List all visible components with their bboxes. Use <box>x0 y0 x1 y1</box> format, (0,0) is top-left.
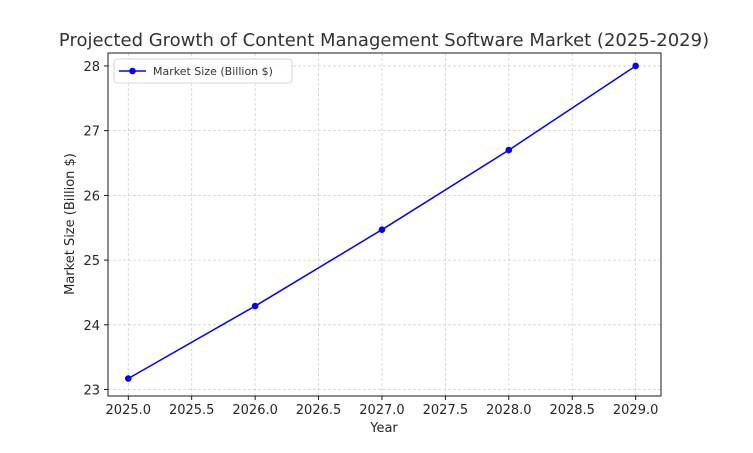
y-tick-label: 23 <box>83 384 100 399</box>
series-line <box>127 65 637 380</box>
x-axis-ticks: 2025.0 2025.5 2026.0 2026.5 2027.0 2027.5 2028… <box>106 396 659 418</box>
x-tick-label: 2027.5 <box>423 403 469 418</box>
x-tick-label: 2025.5 <box>169 403 215 418</box>
series-layer <box>124 62 639 382</box>
grid <box>108 53 661 396</box>
x-tick-label: 2027.0 <box>359 403 405 418</box>
y-axis-label: Market Size (Billion $) <box>63 153 78 295</box>
data-point <box>632 62 639 70</box>
x-axis-label: Year <box>369 421 398 436</box>
data-point <box>378 226 386 233</box>
x-tick-label: 2029.0 <box>613 403 659 418</box>
legend-marker <box>129 67 136 75</box>
y-tick-label: 24 <box>83 319 100 334</box>
legend-label: Market Size (Billion $) <box>153 65 273 78</box>
x-tick-label: 2026.5 <box>296 403 342 418</box>
x-tick-label: 2028.5 <box>549 403 595 418</box>
data-point <box>251 302 259 310</box>
data-point <box>505 146 513 154</box>
y-tick-label: 27 <box>83 125 100 140</box>
y-tick-label: 26 <box>83 189 100 204</box>
x-tick-label: 2026.0 <box>232 403 278 418</box>
x-tick-label: 2025.0 <box>106 403 152 418</box>
legend-box <box>113 58 293 84</box>
legend: Market Size (Billion $) <box>113 58 293 84</box>
chart-title: Projected Growth of Content Management S… <box>59 30 709 51</box>
y-tick-label: 28 <box>83 60 100 75</box>
y-tick-label: 25 <box>83 254 100 269</box>
y-axis-ticks: 23 24 25 26 27 28 <box>83 60 108 399</box>
plot-frame <box>107 52 662 397</box>
x-tick-label: 2028.0 <box>486 403 532 418</box>
data-point <box>124 375 132 382</box>
